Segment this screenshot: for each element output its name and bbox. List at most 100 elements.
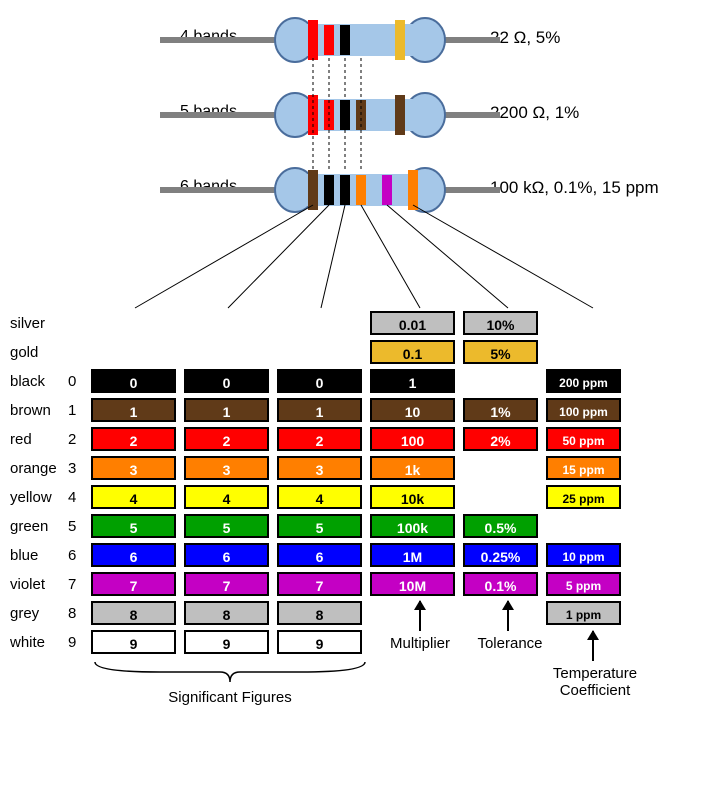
digit-label: 7 [68, 576, 83, 593]
tol-cell: 2% [463, 427, 538, 451]
mul-cell: 1 [370, 369, 455, 393]
sig-cell: 4 [91, 485, 176, 509]
ppm-cell [546, 340, 621, 364]
tol-cell: 0.1% [463, 572, 538, 596]
sig-cell: 5 [91, 514, 176, 538]
mul-cell: 100k [370, 514, 455, 538]
color-name: grey [10, 605, 60, 622]
ppm-label: Temperature Coefficient [535, 665, 655, 699]
sig-cell: 0 [277, 369, 362, 393]
sig-cell: 7 [184, 572, 269, 596]
digit-label: 6 [68, 547, 83, 564]
tolerance-arrow [507, 601, 509, 631]
digit-label: 4 [68, 489, 83, 506]
digit-label: 5 [68, 518, 83, 535]
sig-cell [91, 311, 176, 335]
ppm-cell: 15 ppm [546, 456, 621, 480]
sig-cell: 3 [277, 456, 362, 480]
color-row-green: green5555100k0.5% [10, 513, 709, 539]
mul-cell: 10M [370, 572, 455, 596]
mul-cell: 1k [370, 456, 455, 480]
mul-cell: 1M [370, 543, 455, 567]
sig-cell [277, 340, 362, 364]
tol-cell: 10% [463, 311, 538, 335]
resistor-value-label: 100 kΩ, 0.1%, 15 ppm [490, 178, 659, 198]
sig-cell: 2 [277, 427, 362, 451]
color-row-grey: grey88881 ppm [10, 600, 709, 626]
color-row-red: red22221002%50 ppm [10, 426, 709, 452]
resistor-graphic [160, 10, 500, 70]
ppm-cell: 5 ppm [546, 572, 621, 596]
tol-cell: 5% [463, 340, 538, 364]
digit-label: 2 [68, 431, 83, 448]
sig-cell: 7 [91, 572, 176, 596]
multiplier-arrow [419, 601, 421, 631]
digit-label: 1 [68, 402, 83, 419]
sig-cell: 6 [91, 543, 176, 567]
color-row-gold: gold 0.1 5% [10, 339, 709, 365]
tol-cell [463, 485, 538, 509]
sig-cell: 9 [184, 630, 269, 654]
resistor-row-2: 5 bands2200 Ω, 1% [10, 85, 709, 145]
ppm-cell: 50 ppm [546, 427, 621, 451]
sig-cell: 4 [184, 485, 269, 509]
resistor-value-label: 2200 Ω, 1% [490, 103, 579, 123]
sig-cell [91, 340, 176, 364]
sig-cell: 5 [277, 514, 362, 538]
tolerance-label: Tolerance [450, 635, 570, 652]
sig-fig-brace [90, 659, 370, 689]
sig-cell: 2 [91, 427, 176, 451]
ppm-arrow [592, 631, 594, 661]
ppm-cell: 1 ppm [546, 601, 621, 625]
resistor-value-label: 22 Ω, 5% [490, 28, 560, 48]
tol-cell [463, 456, 538, 480]
tol-cell [463, 369, 538, 393]
sig-cell: 6 [277, 543, 362, 567]
ppm-cell [546, 514, 621, 538]
sig-cell: 6 [184, 543, 269, 567]
color-row-blue: blue66661M0.25%10 ppm [10, 542, 709, 568]
digit-label: 8 [68, 605, 83, 622]
color-name: brown [10, 402, 60, 419]
mul-cell: 0.1 [370, 340, 455, 364]
mul-cell: 10 [370, 398, 455, 422]
column-labels-footer: Significant Figures Multiplier Tolerance… [10, 659, 709, 739]
ppm-cell: 25 ppm [546, 485, 621, 509]
color-name: gold [10, 344, 60, 361]
sig-cell: 1 [277, 398, 362, 422]
sig-cell: 8 [184, 601, 269, 625]
color-name: yellow [10, 489, 60, 506]
sig-cell: 0 [184, 369, 269, 393]
resistor-row-3: 6 bands100 kΩ, 0.1%, 15 ppm [10, 160, 709, 220]
sig-cell: 7 [277, 572, 362, 596]
ppm-cell: 100 ppm [546, 398, 621, 422]
sig-cell: 3 [184, 456, 269, 480]
tol-cell: 0.25% [463, 543, 538, 567]
color-row-black: black00001200 ppm [10, 368, 709, 394]
ppm-cell [546, 311, 621, 335]
mul-cell [370, 601, 455, 625]
color-row-orange: orange33331k15 ppm [10, 455, 709, 481]
color-name: silver [10, 315, 60, 332]
sig-cell: 9 [277, 630, 362, 654]
sig-cell [184, 311, 269, 335]
resistor-graphic [160, 85, 500, 145]
sig-cell: 4 [277, 485, 362, 509]
digit-label: 3 [68, 460, 83, 477]
color-name: red [10, 431, 60, 448]
ppm-cell: 200 ppm [546, 369, 621, 393]
color-code-table: silver0.0110%gold0.15%black00001200 ppmb… [10, 310, 709, 655]
sig-cell: 0 [91, 369, 176, 393]
tol-cell: 1% [463, 398, 538, 422]
sig-cell: 3 [91, 456, 176, 480]
sig-cell [184, 340, 269, 364]
digit-label: 0 [68, 373, 83, 390]
sig-cell [277, 311, 362, 335]
color-name: orange [10, 460, 60, 477]
sig-fig-label: Significant Figures [150, 689, 310, 706]
mul-cell: 10k [370, 485, 455, 509]
resistor-examples: 4 bands22 Ω, 5%5 bands2200 Ω, 1%6 bands1… [10, 10, 709, 240]
sig-cell: 5 [184, 514, 269, 538]
color-row-yellow: yellow444410k25 ppm [10, 484, 709, 510]
sig-cell: 1 [184, 398, 269, 422]
